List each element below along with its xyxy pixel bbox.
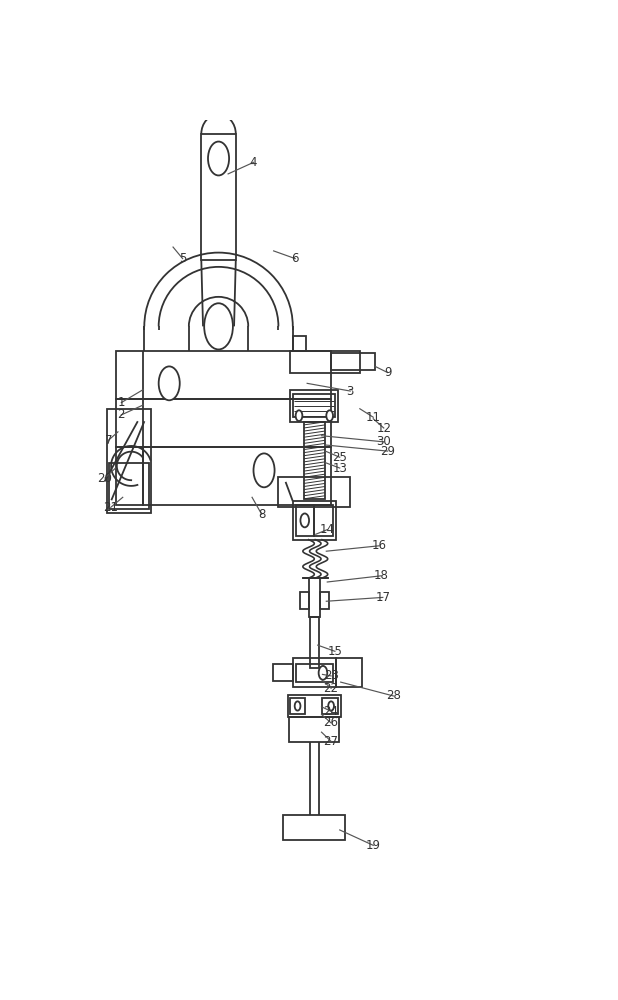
Bar: [283, 815, 345, 840]
Bar: [296, 664, 332, 682]
Circle shape: [319, 666, 328, 680]
Bar: [116, 351, 331, 399]
Bar: [293, 501, 336, 540]
Text: 18: 18: [373, 569, 388, 582]
Circle shape: [159, 366, 180, 400]
Circle shape: [295, 701, 300, 711]
Bar: [109, 463, 148, 509]
Bar: [116, 447, 143, 505]
Text: 25: 25: [332, 451, 347, 464]
Bar: [293, 658, 336, 687]
Bar: [293, 336, 306, 351]
Text: 28: 28: [386, 689, 401, 702]
Bar: [296, 505, 315, 536]
Circle shape: [300, 513, 309, 527]
Text: 1: 1: [117, 396, 125, 409]
Bar: [116, 399, 331, 447]
Text: 21: 21: [103, 501, 118, 514]
Bar: [289, 717, 339, 742]
Bar: [290, 698, 305, 714]
Bar: [336, 658, 362, 687]
Text: 13: 13: [332, 462, 347, 475]
Circle shape: [326, 410, 333, 421]
Text: 26: 26: [324, 716, 339, 729]
Bar: [310, 617, 319, 668]
Bar: [315, 505, 334, 536]
Text: 19: 19: [366, 839, 381, 852]
Bar: [290, 389, 338, 422]
Text: 3: 3: [347, 385, 354, 398]
Bar: [273, 664, 293, 681]
Text: 15: 15: [328, 645, 342, 658]
Bar: [278, 477, 350, 507]
Bar: [107, 409, 151, 513]
Bar: [201, 134, 236, 260]
Text: 6: 6: [292, 252, 299, 265]
Bar: [300, 592, 308, 609]
Text: 12: 12: [376, 422, 391, 434]
Text: 29: 29: [380, 445, 395, 458]
Text: 8: 8: [258, 508, 265, 521]
Circle shape: [208, 142, 229, 175]
Bar: [323, 698, 338, 714]
Bar: [290, 351, 360, 373]
Text: 30: 30: [376, 435, 391, 448]
Circle shape: [328, 701, 334, 711]
Bar: [143, 447, 331, 505]
Circle shape: [295, 410, 302, 421]
Text: 9: 9: [384, 366, 391, 379]
Text: 7: 7: [104, 434, 112, 447]
Bar: [304, 422, 325, 499]
Bar: [331, 353, 375, 370]
Text: 11: 11: [366, 411, 381, 424]
Text: 4: 4: [250, 156, 257, 169]
Text: 24: 24: [324, 705, 339, 718]
Text: 14: 14: [320, 523, 335, 536]
Circle shape: [253, 453, 274, 487]
Circle shape: [204, 303, 233, 349]
Text: 20: 20: [98, 472, 112, 485]
Text: 27: 27: [324, 735, 339, 748]
Text: 23: 23: [324, 669, 339, 682]
Bar: [320, 592, 329, 609]
Bar: [294, 394, 336, 417]
Text: 2: 2: [117, 408, 125, 421]
Bar: [308, 578, 320, 617]
Text: 17: 17: [375, 591, 391, 604]
Text: 22: 22: [324, 682, 339, 695]
Bar: [288, 695, 341, 717]
Text: 5: 5: [179, 252, 186, 265]
Text: 16: 16: [371, 539, 386, 552]
